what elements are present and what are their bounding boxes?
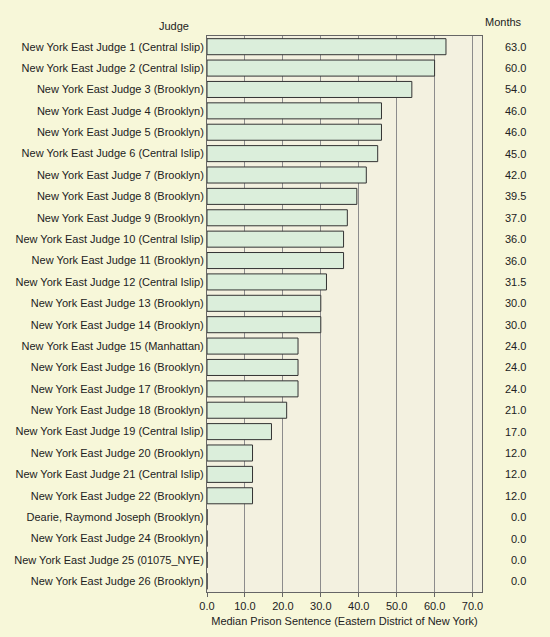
svg-text:39.5: 39.5 bbox=[505, 190, 526, 202]
svg-text:0.0: 0.0 bbox=[511, 533, 526, 545]
svg-text:31.5: 31.5 bbox=[505, 276, 526, 288]
svg-text:24.0: 24.0 bbox=[505, 361, 526, 373]
svg-text:30.0: 30.0 bbox=[505, 297, 526, 309]
svg-text:New York East Judge 16 (Brookl: New York East Judge 16 (Brooklyn) bbox=[31, 361, 204, 373]
svg-text:10.0: 10.0 bbox=[234, 600, 255, 612]
svg-text:63.0: 63.0 bbox=[505, 41, 526, 53]
svg-text:36.0: 36.0 bbox=[505, 233, 526, 245]
svg-text:12.0: 12.0 bbox=[505, 468, 526, 480]
svg-text:42.0: 42.0 bbox=[505, 169, 526, 181]
svg-text:60.0: 60.0 bbox=[505, 62, 526, 74]
svg-text:46.0: 46.0 bbox=[505, 126, 526, 138]
svg-text:New York East Judge 5 (Brookly: New York East Judge 5 (Brooklyn) bbox=[37, 126, 204, 138]
svg-text:New York East Judge 4 (Brookly: New York East Judge 4 (Brooklyn) bbox=[37, 105, 204, 117]
svg-text:New York East Judge 13 (Brookl: New York East Judge 13 (Brooklyn) bbox=[31, 297, 204, 309]
svg-text:36.0: 36.0 bbox=[505, 255, 526, 267]
svg-text:New York East Judge 8 (Brookly: New York East Judge 8 (Brooklyn) bbox=[37, 190, 204, 202]
svg-text:0.0: 0.0 bbox=[199, 600, 214, 612]
svg-text:45.0: 45.0 bbox=[505, 148, 526, 160]
svg-text:New York East Judge 2 (Central: New York East Judge 2 (Central Islip) bbox=[22, 62, 204, 74]
svg-text:30.0: 30.0 bbox=[505, 319, 526, 331]
svg-text:New York East Judge 21 (Centra: New York East Judge 21 (Central Islip) bbox=[15, 468, 203, 480]
svg-text:24.0: 24.0 bbox=[505, 383, 526, 395]
svg-text:New York East Judge 14 (Brookl: New York East Judge 14 (Brooklyn) bbox=[31, 319, 204, 331]
svg-text:17.0: 17.0 bbox=[505, 426, 526, 438]
svg-text:12.0: 12.0 bbox=[505, 447, 526, 459]
svg-text:New York East Judge 25 (01075_: New York East Judge 25 (01075_NYE) bbox=[14, 554, 204, 566]
svg-text:20.0: 20.0 bbox=[272, 600, 293, 612]
svg-text:50.0: 50.0 bbox=[386, 600, 407, 612]
svg-text:New York East Judge 7 (Brookly: New York East Judge 7 (Brooklyn) bbox=[37, 169, 204, 181]
svg-text:New York East Judge 20 (Brookl: New York East Judge 20 (Brooklyn) bbox=[31, 447, 204, 459]
svg-text:0.0: 0.0 bbox=[511, 554, 526, 566]
svg-text:0.0: 0.0 bbox=[511, 511, 526, 523]
svg-text:Judge: Judge bbox=[159, 20, 189, 32]
svg-text:New York East Judge 26 (Brookl: New York East Judge 26 (Brooklyn) bbox=[31, 575, 204, 587]
svg-text:21.0: 21.0 bbox=[505, 404, 526, 416]
svg-text:New York East Judge 1 (Central: New York East Judge 1 (Central Islip) bbox=[22, 41, 204, 53]
svg-text:12.0: 12.0 bbox=[505, 490, 526, 502]
svg-text:Dearie, Raymond Joseph (Brookl: Dearie, Raymond Joseph (Brooklyn) bbox=[26, 511, 203, 523]
svg-text:Median Prison Sentence (Easter: Median Prison Sentence (Eastern District… bbox=[211, 615, 478, 627]
svg-text:New York East Judge 9 (Brookly: New York East Judge 9 (Brooklyn) bbox=[37, 212, 204, 224]
svg-text:New York East Judge 3 (Brookly: New York East Judge 3 (Brooklyn) bbox=[37, 83, 204, 95]
svg-text:New York East Judge 15 (Manhat: New York East Judge 15 (Manhattan) bbox=[22, 340, 204, 352]
svg-text:40.0: 40.0 bbox=[348, 600, 369, 612]
svg-text:New York East Judge 12 (Centra: New York East Judge 12 (Central Islip) bbox=[15, 276, 203, 288]
svg-text:New York East Judge 24 (Brookl: New York East Judge 24 (Brooklyn) bbox=[31, 532, 204, 544]
svg-text:New York East Judge 18 (Brookl: New York East Judge 18 (Brooklyn) bbox=[31, 404, 204, 416]
svg-text:60.0: 60.0 bbox=[424, 600, 445, 612]
svg-text:30.0: 30.0 bbox=[310, 600, 331, 612]
svg-text:46.0: 46.0 bbox=[505, 105, 526, 117]
svg-text:New York East Judge 19 (Centra: New York East Judge 19 (Central Islip) bbox=[15, 425, 203, 437]
svg-text:New York East Judge 10 (Centra: New York East Judge 10 (Central Islip) bbox=[15, 233, 203, 245]
svg-text:New York East Judge 6 (Central: New York East Judge 6 (Central Islip) bbox=[22, 147, 204, 159]
svg-text:37.0: 37.0 bbox=[505, 212, 526, 224]
svg-text:New York East Judge 22 (Brookl: New York East Judge 22 (Brooklyn) bbox=[31, 490, 204, 502]
svg-text:New York East Judge 11 (Brookl: New York East Judge 11 (Brooklyn) bbox=[32, 254, 204, 266]
svg-text:0.0: 0.0 bbox=[511, 575, 526, 587]
svg-text:New York East Judge 17 (Brookl: New York East Judge 17 (Brooklyn) bbox=[31, 383, 204, 395]
svg-text:24.0: 24.0 bbox=[505, 340, 526, 352]
svg-text:54.0: 54.0 bbox=[505, 83, 526, 95]
svg-text:Months: Months bbox=[485, 16, 522, 28]
svg-text:70.0: 70.0 bbox=[462, 600, 483, 612]
